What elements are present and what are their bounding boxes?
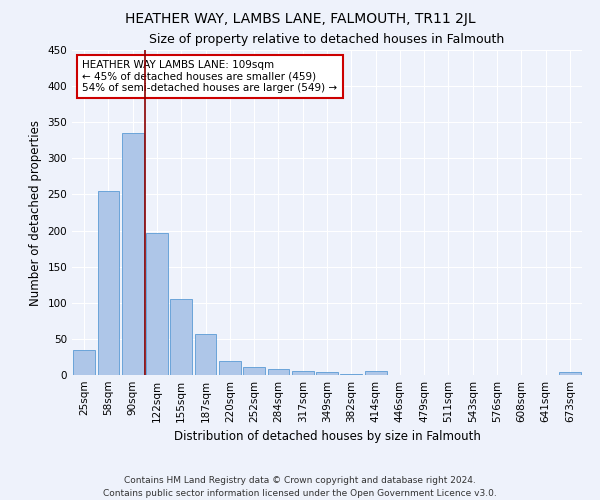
X-axis label: Distribution of detached houses by size in Falmouth: Distribution of detached houses by size …: [173, 430, 481, 444]
Text: HEATHER WAY, LAMBS LANE, FALMOUTH, TR11 2JL: HEATHER WAY, LAMBS LANE, FALMOUTH, TR11 …: [125, 12, 475, 26]
Text: HEATHER WAY LAMBS LANE: 109sqm
← 45% of detached houses are smaller (459)
54% of: HEATHER WAY LAMBS LANE: 109sqm ← 45% of …: [82, 60, 337, 93]
Bar: [97, 191, 119, 375]
Y-axis label: Number of detached properties: Number of detached properties: [29, 120, 42, 306]
Bar: [194, 334, 217, 375]
Bar: [73, 350, 95, 375]
Bar: [243, 367, 265, 375]
Title: Size of property relative to detached houses in Falmouth: Size of property relative to detached ho…: [149, 33, 505, 46]
Bar: [268, 369, 289, 375]
Bar: [146, 232, 168, 375]
Bar: [559, 372, 581, 375]
Bar: [292, 370, 314, 375]
Bar: [170, 299, 192, 375]
Bar: [219, 362, 241, 375]
Bar: [316, 372, 338, 375]
Bar: [340, 374, 362, 375]
Text: Contains HM Land Registry data © Crown copyright and database right 2024.
Contai: Contains HM Land Registry data © Crown c…: [103, 476, 497, 498]
Bar: [365, 372, 386, 375]
Bar: [122, 133, 143, 375]
